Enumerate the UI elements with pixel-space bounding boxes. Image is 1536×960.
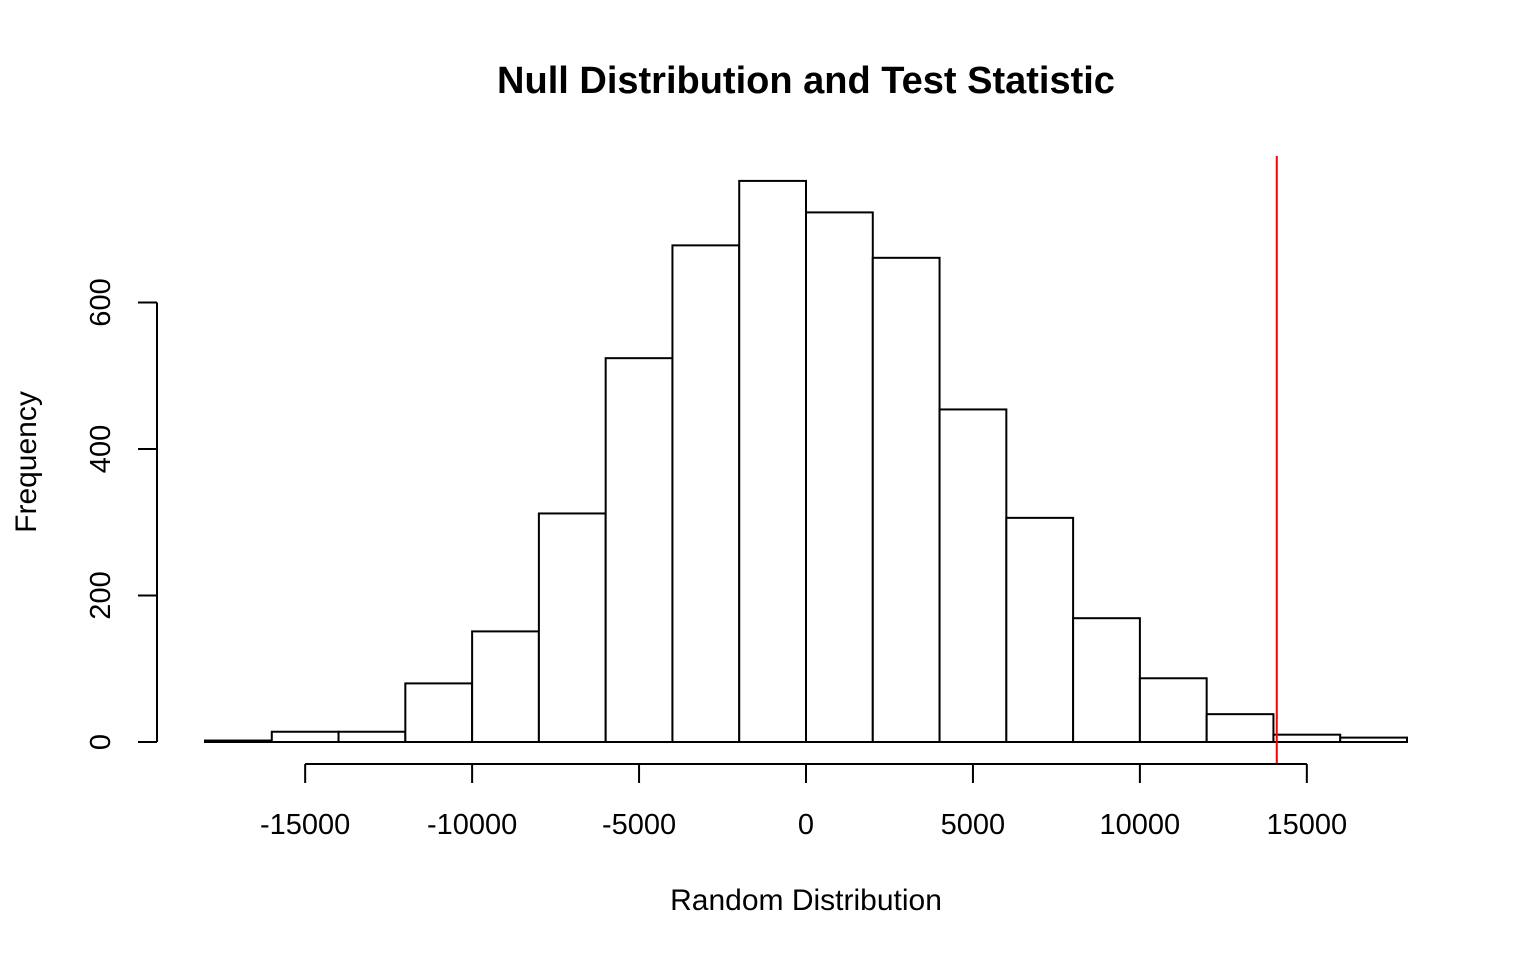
y-axis-label: Frequency [10, 391, 43, 533]
x-tick-label: -10000 [427, 809, 517, 841]
histogram-bar [1272, 733, 1342, 743]
x-tick-label: 0 [798, 809, 814, 841]
histogram-bar [805, 211, 874, 743]
histogram-bar [938, 408, 1008, 743]
histogram-bar [204, 739, 273, 743]
y-tick-label: 200 [85, 571, 117, 619]
x-axis: -15000 -10000 -5000 0 5000 10000 15000 [260, 763, 1348, 841]
histogram-bar [1339, 736, 1408, 743]
x-tick-label: 10000 [1100, 809, 1181, 841]
histogram-bar [1138, 677, 1208, 744]
x-tick-label: 5000 [941, 809, 1006, 841]
x-tick-label: -15000 [260, 809, 350, 841]
histogram-bar [604, 357, 674, 743]
histogram-bar [871, 256, 941, 743]
histogram-bar [1005, 516, 1075, 743]
histogram-bar [404, 682, 474, 744]
y-tick-label: 600 [85, 278, 117, 326]
x-axis-label: Random Distribution [670, 884, 942, 917]
histogram-bar [337, 730, 407, 743]
histogram-bar [471, 630, 540, 744]
chart-title: Null Distribution and Test Statistic [497, 60, 1115, 102]
y-tick-label: 400 [85, 425, 117, 473]
histogram-bar [270, 730, 340, 743]
y-tick-label: 0 [85, 734, 117, 750]
histogram-bars [204, 179, 1408, 744]
x-tick-label: -5000 [602, 809, 676, 841]
y-axis: 0 200 400 600 [85, 278, 158, 750]
histogram-bar [738, 179, 808, 743]
histogram-bar [537, 512, 607, 744]
histogram-bar [671, 244, 741, 744]
histogram-bar [1072, 617, 1141, 744]
x-tick-label: 15000 [1267, 809, 1348, 841]
histogram-bar [1205, 713, 1275, 743]
